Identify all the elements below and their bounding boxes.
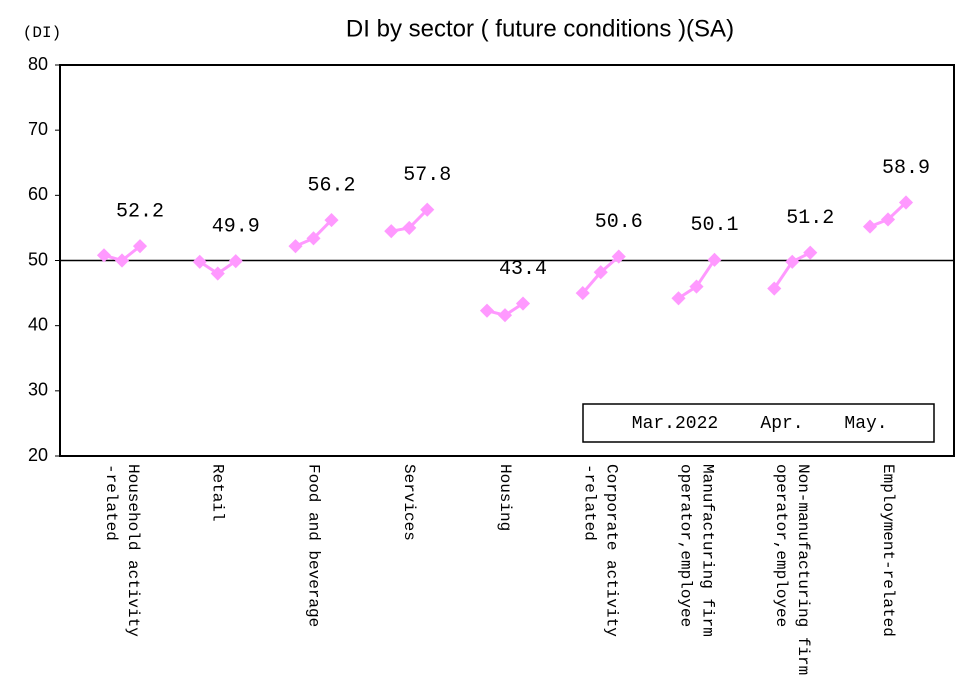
x-tick-label: operator,employee: [772, 464, 790, 627]
marker: [420, 202, 435, 217]
data-label: 50.1: [690, 214, 738, 237]
marker: [402, 220, 417, 235]
x-tick-label: Services: [400, 464, 418, 541]
y-tick-label: 40: [28, 314, 48, 334]
legend-label: May.: [844, 414, 887, 434]
marker: [593, 265, 608, 280]
x-tick-label: Household activity: [124, 464, 142, 637]
y-tick-label: 50: [28, 249, 48, 269]
y-tick-label: 30: [28, 380, 48, 400]
marker: [132, 239, 148, 254]
marker: [898, 195, 914, 210]
marker: [862, 219, 878, 234]
x-tick-label: Employment-related: [879, 464, 897, 637]
marker: [192, 254, 207, 269]
marker: [880, 212, 896, 227]
marker: [497, 308, 513, 323]
marker: [306, 231, 321, 246]
x-tick-label: Housing: [496, 464, 514, 531]
x-tick-label: -related: [581, 464, 599, 541]
data-label: 56.2: [307, 174, 355, 197]
x-tick-label: Manufacturing firm: [698, 464, 716, 637]
data-label: 51.2: [786, 207, 834, 230]
marker: [228, 254, 243, 269]
marker: [785, 254, 800, 269]
y-axis-label: (DI): [23, 24, 61, 42]
data-label: 58.9: [882, 157, 930, 180]
x-tick-label: Non-manufacturing firm: [794, 464, 812, 675]
marker: [288, 239, 303, 254]
y-tick-label: 60: [28, 184, 48, 204]
data-label: 43.4: [499, 258, 547, 281]
marker: [803, 245, 818, 260]
marker: [707, 252, 722, 267]
marker: [689, 279, 704, 294]
y-tick-label: 80: [28, 54, 48, 74]
y-tick-label: 20: [28, 445, 48, 465]
data-label: 49.9: [212, 215, 260, 238]
chart-title: DI by sector ( future conditions )(SA): [346, 15, 734, 42]
x-tick-label: -related: [102, 464, 120, 541]
plot-frame: [59, 64, 955, 457]
marker: [767, 281, 782, 296]
data-label: 57.8: [403, 164, 451, 187]
x-tick-label: Retail: [209, 464, 227, 522]
marker: [671, 291, 686, 306]
x-tick-label: Food and beverage: [304, 464, 322, 627]
marker: [324, 213, 339, 228]
x-tick-label: operator,employee: [676, 464, 694, 627]
marker: [479, 303, 495, 318]
legend-label: Apr.: [760, 414, 803, 434]
legend-label: Mar.2022: [632, 414, 718, 434]
data-label: 50.6: [595, 211, 643, 234]
marker: [114, 253, 130, 268]
marker: [575, 286, 590, 301]
marker: [611, 249, 626, 264]
data-label: 52.2: [116, 200, 164, 223]
y-tick-label: 70: [28, 119, 48, 139]
marker: [515, 296, 531, 311]
marker: [384, 224, 399, 239]
legend-box: [582, 403, 935, 443]
x-tick-label: Corporate activity: [603, 464, 621, 637]
marker: [210, 266, 225, 281]
